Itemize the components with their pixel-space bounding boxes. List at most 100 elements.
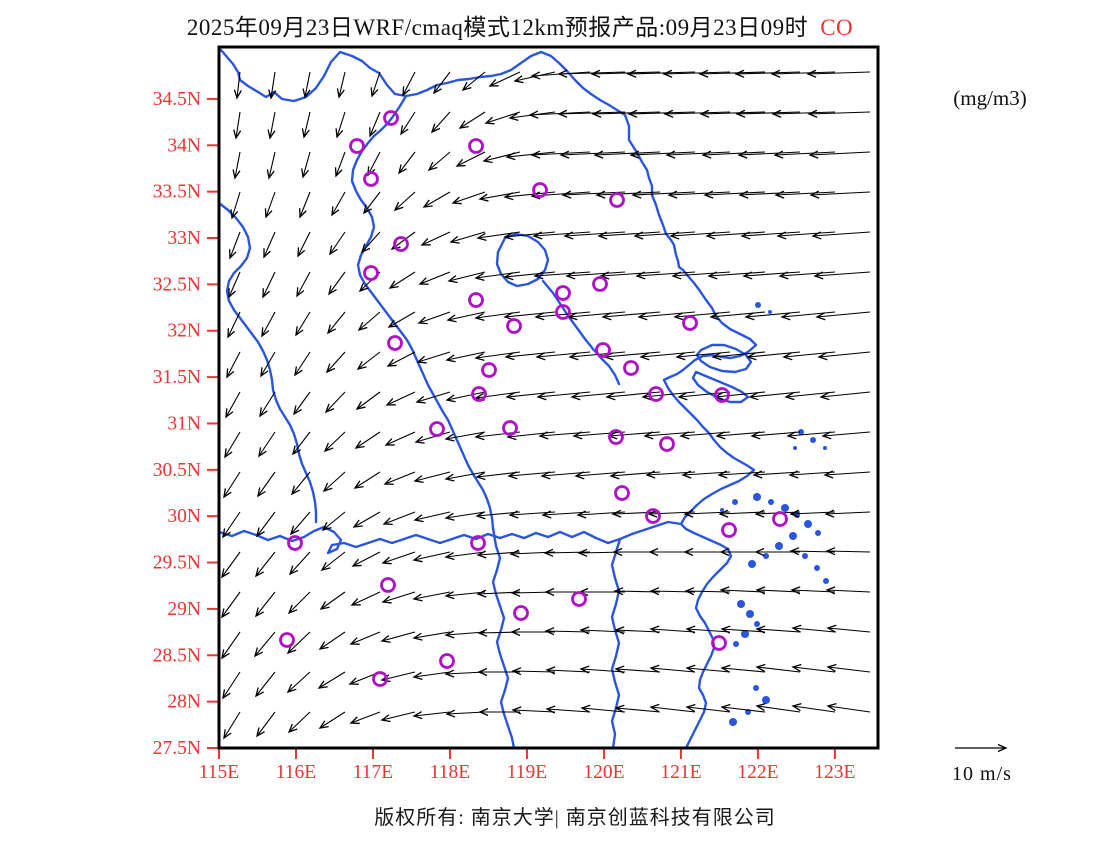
- y-axis-label: 33N: [167, 228, 201, 249]
- wind-arrow: [226, 351, 241, 379]
- wind-arrow: [412, 711, 451, 720]
- station-marker: [468, 292, 484, 308]
- wind-arrow: [626, 69, 696, 78]
- station-marker: [609, 192, 625, 208]
- wind-arrow: [228, 271, 241, 299]
- wind-arrow: [290, 471, 311, 496]
- offshore-islands: [720, 302, 829, 726]
- wind-arrow: [461, 71, 486, 92]
- wind-arrow: [662, 69, 731, 78]
- wind-arrow: [815, 311, 871, 321]
- wind-arrow: [455, 151, 486, 167]
- y-axis-label: 30N: [167, 506, 201, 527]
- wind-arrow: [354, 431, 381, 449]
- wind-arrow: [233, 111, 242, 140]
- wind-arrow: [256, 711, 276, 738]
- wind-arrow: [334, 151, 346, 178]
- wind-arrow: [232, 151, 241, 180]
- wind-arrow: [738, 190, 801, 199]
- station-marker: [383, 110, 399, 126]
- yangtze-south-channel: [691, 370, 750, 404]
- wind-arrow: [631, 190, 696, 199]
- wind-arrow: [412, 671, 451, 680]
- wind-arrow: [597, 231, 661, 240]
- scale-arrow: 10 m/s: [952, 743, 1011, 785]
- wind-arrow: [221, 551, 241, 579]
- wind-arrow: [478, 191, 521, 202]
- wind-arrow: [791, 663, 836, 673]
- wind-arrow: [382, 511, 416, 526]
- wind-arrow: [323, 431, 346, 453]
- wind-arrow: [321, 511, 346, 532]
- wind-arrow: [253, 631, 276, 658]
- species-label: CO: [820, 15, 854, 40]
- wind-arrow: [698, 69, 766, 78]
- wind-arrow: [701, 150, 766, 159]
- map-frame: [217, 45, 880, 750]
- zhejiang-west-border: [491, 526, 516, 750]
- wind-arrow: [292, 431, 311, 456]
- wind-arrow: [380, 711, 416, 723]
- wind-arrow: [413, 471, 451, 484]
- wind-arrow: [318, 711, 346, 729]
- wind-arrow: [433, 71, 451, 95]
- wind-arrow: [593, 150, 661, 159]
- wind-arrow: [370, 71, 381, 98]
- station-marker: [595, 342, 611, 358]
- wind-arrow: [416, 351, 451, 364]
- station-marker: [659, 436, 675, 452]
- wind-arrow: [418, 271, 451, 285]
- wind-arrow: [385, 391, 416, 406]
- wind-arrow: [302, 71, 311, 99]
- wind-arrow: [349, 631, 381, 645]
- wind-arrow: [567, 311, 626, 321]
- wind-arrow: [639, 351, 696, 361]
- station-marker: [363, 265, 379, 281]
- wind-arrow: [257, 471, 276, 498]
- wind-arrow: [420, 231, 451, 246]
- wind-arrow: [388, 271, 416, 289]
- unit-label: (mg/m3): [953, 86, 1027, 110]
- wind-arrow: [449, 231, 486, 244]
- wind-arrow: [826, 624, 871, 633]
- wind-arrow: [228, 231, 241, 260]
- wind-arrow: [262, 271, 276, 299]
- wind-arrow: [387, 311, 416, 328]
- x-axis-label: 117E: [353, 762, 393, 783]
- wind-arrow: [287, 591, 311, 615]
- wind-arrow: [734, 69, 801, 78]
- wind-arrow: [533, 271, 591, 280]
- y-axis-label: 30.5N: [153, 460, 201, 481]
- wind-arrow: [671, 271, 731, 280]
- wind-arrow: [422, 191, 451, 208]
- station-marker: [471, 386, 487, 402]
- wind-arrow: [353, 471, 381, 489]
- wind-arrow: [233, 71, 242, 100]
- y-axis-label: 29.5N: [153, 553, 201, 574]
- wind-arrow: [351, 551, 381, 567]
- wind-arrow: [590, 69, 661, 78]
- y-axis-label: 31.5N: [153, 367, 201, 388]
- x-axis-label: 115E: [199, 762, 239, 783]
- wind-arrow: [601, 311, 661, 321]
- wind-arrow: [221, 631, 241, 660]
- wind-arrow: [335, 111, 346, 139]
- wind-arrow: [319, 591, 346, 610]
- wind-arrow: [444, 431, 486, 442]
- wind-arrow: [705, 231, 766, 240]
- station-marker: [555, 285, 571, 301]
- wind-arrow: [326, 311, 346, 335]
- wind-arrow: [665, 150, 731, 159]
- y-axis-label: 34.5N: [153, 89, 201, 110]
- wind-arrow: [635, 271, 696, 280]
- wind-arrow: [363, 191, 381, 215]
- wind-arrow: [535, 351, 591, 361]
- wind-arrow: [223, 711, 241, 740]
- wind-arrow: [349, 711, 381, 725]
- wind-arrow: [505, 391, 556, 401]
- wind-arrow: [412, 631, 451, 641]
- wind-arrow: [559, 150, 626, 159]
- station-markers-layer: [279, 110, 788, 687]
- wind-arrow: [295, 311, 311, 337]
- wind-arrow: [488, 71, 521, 87]
